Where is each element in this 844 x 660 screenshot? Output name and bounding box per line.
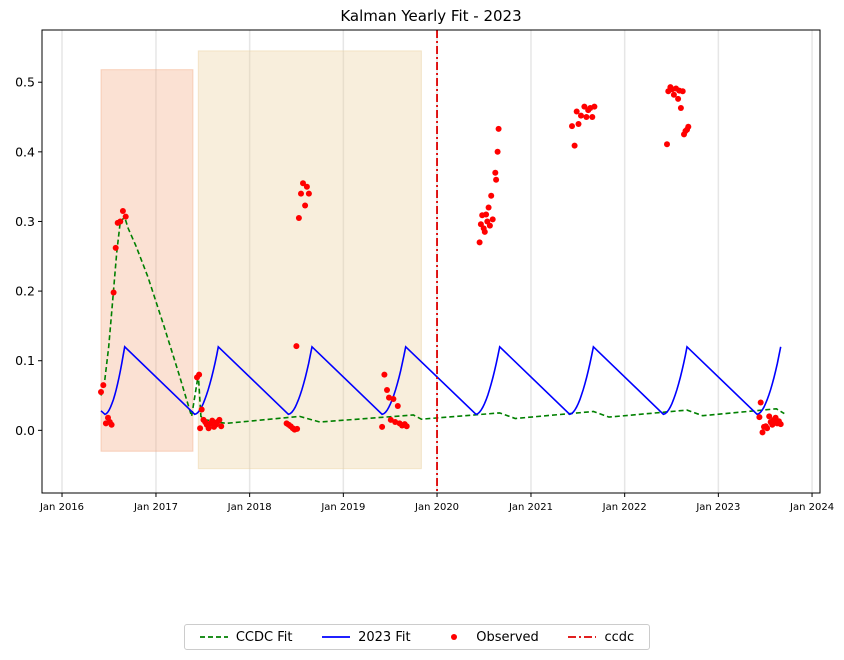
x-tick-label: Jan 2024 (789, 502, 834, 513)
legend-label-ccdc-fit: CCDC Fit (235, 629, 293, 645)
observed-point (379, 423, 386, 430)
observed-point (112, 244, 119, 251)
observed-point (110, 289, 117, 296)
legend-item-2023-fit: 2023 Fit (322, 629, 411, 645)
observed-point (675, 95, 682, 102)
observed-point (569, 123, 575, 130)
legend-swatch-dashed (199, 636, 228, 638)
observed-point (298, 190, 304, 197)
legend-swatch-dashdot (568, 636, 597, 638)
observed-point (769, 421, 776, 428)
x-tick-label: Jan 2022 (602, 502, 647, 513)
observed-point (108, 421, 115, 428)
observed-point (670, 91, 677, 98)
observed-point (488, 192, 495, 199)
observed-point (489, 216, 496, 223)
x-tick-label: Jan 2023 (695, 502, 740, 513)
observed-point (573, 108, 580, 115)
observed-point (293, 343, 300, 350)
legend-swatch-dot (451, 634, 458, 640)
observed-point (117, 218, 124, 225)
observed-point (303, 183, 310, 190)
observed-point (492, 169, 499, 176)
y-tick-label: 0.1 (15, 353, 35, 368)
observed-point (300, 180, 306, 187)
series-ccdc-fit-line (100, 215, 785, 425)
observed-point (305, 190, 312, 197)
observed-point (677, 105, 684, 111)
shaded-region-2 (197, 50, 422, 470)
legend-swatch-solid (322, 636, 351, 638)
observed-point (664, 141, 670, 148)
observed-point (122, 213, 129, 220)
legend-item-observed: Observed (440, 630, 539, 645)
x-tick-label: Jan 2018 (227, 502, 272, 513)
y-tick-label: 0.0 (15, 423, 35, 438)
observed-point (575, 121, 582, 127)
observed-point (777, 421, 784, 428)
x-tick-label: Jan 2019 (320, 502, 365, 513)
x-tick-label: Jan 2020 (414, 502, 459, 513)
observed-point (476, 239, 483, 246)
observed-point (481, 228, 488, 235)
observed-point (685, 123, 692, 130)
observed-point (394, 403, 401, 409)
y-tick-label: 0.4 (15, 144, 35, 159)
legend-label-2023-fit: 2023 Fit (358, 629, 411, 645)
observed-point (589, 114, 596, 120)
observed-point (493, 176, 500, 183)
observed-point (485, 204, 492, 211)
observed-point (209, 417, 216, 424)
observed-point (98, 389, 104, 395)
observed-point (216, 416, 223, 423)
legend-label-observed: Observed (476, 629, 539, 645)
observed-point (583, 114, 590, 120)
observed-point (198, 406, 205, 413)
observed-point (294, 425, 301, 432)
observed-point (756, 414, 763, 421)
observed-point (578, 112, 584, 119)
plot-frame (41, 29, 821, 494)
x-tick-label: Jan 2021 (508, 502, 553, 513)
observed-point (764, 425, 771, 432)
observed-point (494, 148, 501, 155)
observed-point (390, 396, 397, 402)
observed-point (571, 142, 578, 149)
x-tick-label: Jan 2017 (133, 502, 178, 513)
y-tick-label: 0.3 (15, 214, 35, 229)
observed-point (384, 387, 390, 393)
observed-point (757, 399, 764, 406)
observed-point (196, 371, 203, 378)
chart-title: Kalman Yearly Fit - 2023 (340, 7, 521, 25)
y-tick-label: 0.2 (15, 284, 35, 299)
legend-item-ccdc: ccdc (568, 630, 634, 645)
y-tick-label: 0.5 (15, 75, 35, 90)
observed-point (679, 88, 686, 95)
observed-point (591, 103, 598, 110)
observed-point (486, 222, 493, 229)
observed-point (119, 208, 126, 214)
observed-point (295, 215, 302, 221)
observed-point (218, 423, 225, 430)
observed-point (495, 125, 502, 132)
legend: CCDC Fit 2023 Fit Observed ccdc (184, 624, 650, 650)
observed-point (581, 103, 588, 110)
x-tick-label: Jan 2016 (39, 502, 84, 513)
observed-point (403, 423, 410, 430)
observed-point (205, 425, 212, 432)
observed-point (100, 382, 107, 389)
observed-point (766, 413, 773, 420)
observed-point (381, 371, 388, 378)
observed-point (759, 429, 766, 436)
observed-point (302, 202, 309, 209)
legend-item-ccdc-fit: CCDC Fit (199, 629, 293, 645)
observed-point (197, 425, 204, 432)
observed-point (483, 211, 490, 218)
legend-label-ccdc: ccdc (604, 629, 635, 645)
